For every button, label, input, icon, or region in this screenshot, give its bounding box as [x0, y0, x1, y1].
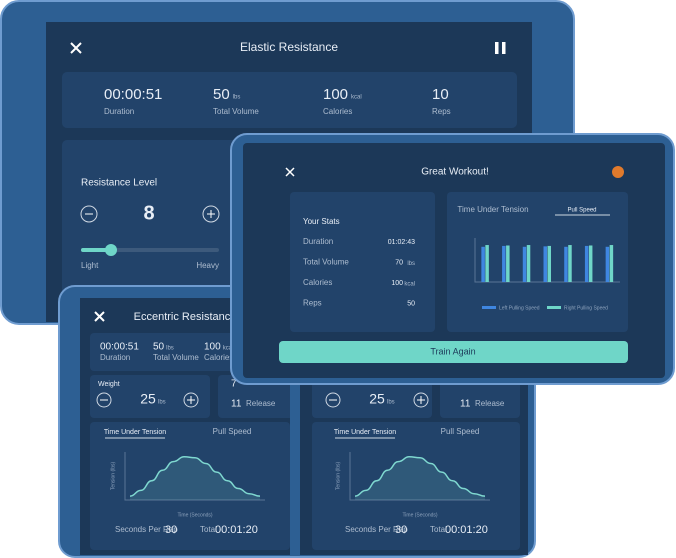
bar [526, 245, 531, 282]
label: Release [246, 399, 276, 408]
label: Seconds Per Rep [345, 525, 408, 534]
axis [349, 452, 490, 501]
legend-swatch [547, 306, 561, 309]
stat-label: Reps [432, 107, 451, 116]
stat-label: Total Volume [153, 353, 199, 362]
unit: lbs [387, 400, 395, 406]
bar [502, 245, 506, 282]
stat-label: Duration [303, 237, 333, 246]
label: Release [475, 399, 505, 408]
pause[interactable] [495, 42, 499, 54]
label: Total [200, 525, 217, 534]
stat-label: Calories [204, 353, 233, 362]
stat-label: Total Volume [213, 107, 259, 116]
level: 8 [143, 202, 154, 224]
bar [588, 245, 593, 282]
release: 11 [460, 399, 471, 410]
curve [129, 456, 261, 497]
weight: 25 [140, 391, 156, 407]
value: 00:01:20 [215, 524, 258, 536]
stat-unit: lbs [233, 95, 241, 101]
stat-value: 100 [323, 86, 348, 103]
release: 11 [231, 399, 242, 410]
stat-value: 00:00:51 [100, 342, 139, 353]
bar [522, 246, 527, 282]
stat-unit: kcal [351, 95, 362, 101]
bar [481, 246, 485, 282]
value: 00:01:20 [445, 524, 488, 536]
weight: 25 [369, 391, 385, 407]
value: 7 [231, 379, 237, 390]
tab: Pull Speed [213, 427, 252, 436]
area [355, 456, 485, 500]
tab: Time Under Tension [104, 429, 166, 436]
bar [609, 245, 614, 282]
pause[interactable] [502, 42, 506, 54]
title: Great Workout! [421, 167, 489, 178]
stat-unit: kcal [223, 346, 234, 352]
stat-label: Duration [104, 107, 134, 116]
value: 30 [395, 524, 407, 536]
axis-label: Time (Seconds) [177, 512, 212, 518]
axis-label: Tension (lbs) [110, 462, 116, 491]
area [130, 456, 260, 500]
axis-label: Time (Seconds) [402, 512, 437, 518]
stat-value: 01:02:43 [388, 239, 415, 246]
stat-value: 100 [391, 280, 403, 287]
plus[interactable] [202, 205, 220, 223]
train-again-button[interactable] [279, 341, 628, 363]
tab: Pull Speed [567, 208, 596, 214]
label: Your Stats [303, 217, 340, 226]
axis-label: Tension (lbs) [335, 462, 341, 491]
legend-swatch [482, 306, 496, 309]
stat-value: 00:00:51 [104, 86, 162, 103]
label: Seconds Per Rep [115, 525, 178, 534]
label: Weight [98, 381, 120, 388]
tab: Pull Speed [441, 427, 480, 436]
label: Heavy [196, 261, 219, 270]
tab: Time Under Tension [457, 205, 528, 214]
legend-label: Left Pulling Speed [499, 305, 540, 311]
label: Total [430, 525, 447, 534]
close-icon[interactable] [70, 42, 82, 54]
stat-unit: kcal [404, 282, 415, 288]
title: Eccentric Resistance [134, 311, 237, 323]
label: Light [81, 261, 99, 270]
stat-label: Total Volume [303, 258, 349, 267]
bar [584, 245, 589, 282]
stat-label: Reps [303, 299, 322, 308]
tablet-front: Great Workout! Your Stats Train Again Du… [230, 133, 675, 385]
unit: lbs [158, 400, 166, 406]
stat-value: 50 [153, 342, 165, 353]
slider-knob[interactable] [105, 244, 117, 256]
stat-value: 50 [213, 86, 230, 103]
stat-unit: lbs [407, 261, 415, 267]
bar [485, 245, 489, 282]
stat-label: Calories [303, 278, 332, 287]
bar [564, 246, 568, 282]
bar [605, 246, 610, 282]
title: Elastic Resistance [240, 40, 338, 54]
value: 30 [165, 524, 177, 536]
label: Resistance Level [81, 178, 157, 189]
bar [506, 245, 510, 282]
axis [124, 452, 265, 501]
avatar[interactable] [612, 166, 624, 178]
legend-label: Right Pulling Speed [564, 305, 608, 311]
bar [543, 246, 547, 282]
stat-value: 100 [204, 342, 221, 353]
stat-label: Duration [100, 353, 130, 362]
button-label[interactable]: Train Again [430, 346, 475, 356]
tab: Time Under Tension [334, 429, 396, 436]
stat-value: 10 [432, 86, 449, 103]
curve [354, 456, 486, 497]
stat-value: 50 [407, 300, 415, 307]
stat-value: 70 [395, 259, 403, 266]
stat-label: Calories [323, 107, 352, 116]
bar [568, 245, 572, 282]
stat-unit: lbs [166, 346, 174, 352]
bar [547, 245, 551, 282]
